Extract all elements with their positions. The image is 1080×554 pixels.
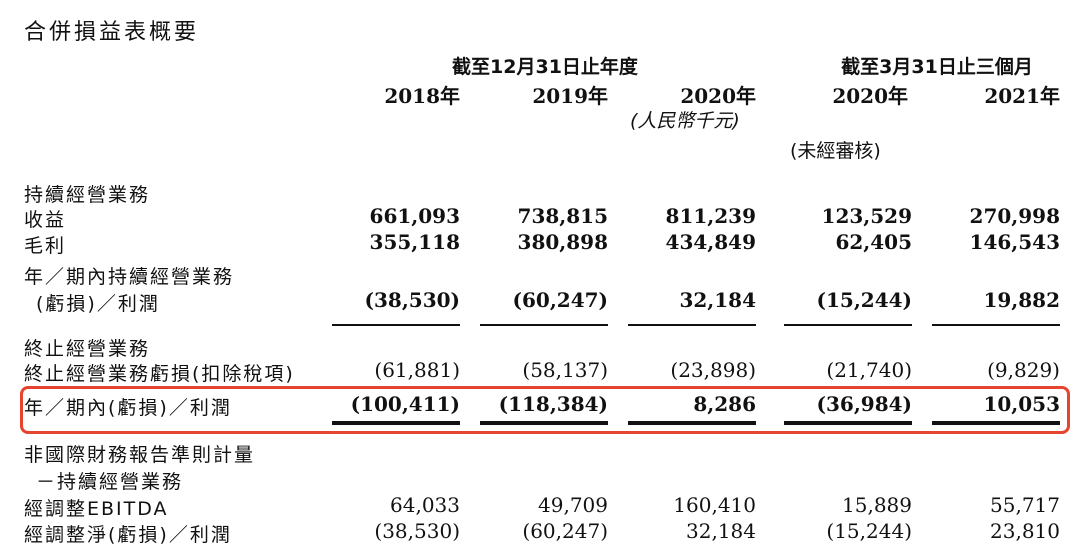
table-cell: (60,247) bbox=[512, 288, 608, 312]
table-cell: 15,889 bbox=[842, 493, 912, 517]
page-title: 合併損益表概要 bbox=[24, 20, 200, 45]
row-label: 年／期內持續經營業務 bbox=[24, 266, 235, 288]
subtotal-rule bbox=[628, 324, 756, 326]
table-cell: 32,184 bbox=[686, 519, 756, 543]
row-label: 終止經營業務 bbox=[24, 338, 151, 360]
table-cell: 146,543 bbox=[969, 230, 1060, 254]
row-label: (虧損)／利潤 bbox=[36, 293, 160, 315]
header-group-annual: 截至12月31日止年度 bbox=[452, 56, 638, 78]
table-cell: 62,405 bbox=[835, 230, 912, 254]
table-cell: 8,286 bbox=[693, 392, 756, 416]
row-label: 非國際財務報告準則計量 bbox=[24, 444, 256, 466]
table-cell: (15,244) bbox=[816, 288, 912, 312]
table-cell: 355,118 bbox=[369, 230, 460, 254]
table-cell: (118,384) bbox=[498, 392, 608, 416]
total-double-rule bbox=[784, 421, 912, 425]
header-year-2018: 2018年 bbox=[384, 84, 460, 108]
table-cell: (38,530) bbox=[374, 519, 460, 543]
table-cell: 160,410 bbox=[673, 493, 756, 517]
subtotal-rule bbox=[784, 324, 912, 326]
subtotal-rule bbox=[480, 324, 608, 326]
table-cell: (9,829) bbox=[987, 358, 1060, 382]
total-double-rule bbox=[932, 421, 1060, 425]
header-year-2020-q1: 2020年 bbox=[832, 84, 908, 108]
table-cell: 811,239 bbox=[665, 204, 756, 228]
total-double-rule bbox=[628, 421, 756, 425]
table-cell: (23,898) bbox=[670, 358, 756, 382]
table-cell: (60,247) bbox=[522, 519, 608, 543]
total-double-rule bbox=[332, 421, 460, 425]
table-cell: 23,810 bbox=[990, 519, 1060, 543]
highlight-box bbox=[20, 386, 1070, 434]
table-cell: 380,898 bbox=[517, 230, 608, 254]
currency-unit: (人民幣千元) bbox=[630, 110, 740, 132]
table-cell: (58,137) bbox=[522, 358, 608, 382]
table-cell: 55,717 bbox=[990, 493, 1060, 517]
row-label: 毛利 bbox=[24, 235, 67, 257]
header-group-quarterly: 截至3月31日止三個月 bbox=[841, 56, 1033, 78]
row-label: 收益 bbox=[24, 209, 67, 231]
table-cell: 64,033 bbox=[390, 493, 460, 517]
unaudited-note: (未經審核) bbox=[790, 140, 881, 162]
row-label: 年／期內(虧損)／利潤 bbox=[24, 397, 232, 419]
table-cell: (100,411) bbox=[350, 392, 460, 416]
row-label: 經調整淨(虧損)／利潤 bbox=[24, 524, 232, 546]
table-cell: 738,815 bbox=[517, 204, 608, 228]
header-year-2020: 2020年 bbox=[680, 84, 756, 108]
row-label: －持續經營業務 bbox=[36, 471, 184, 493]
table-cell: 661,093 bbox=[369, 204, 460, 228]
table-cell: (38,530) bbox=[364, 288, 460, 312]
row-label: 持續經營業務 bbox=[24, 184, 151, 206]
subtotal-rule bbox=[332, 324, 460, 326]
table-cell: 19,882 bbox=[983, 288, 1060, 312]
table-cell: 10,053 bbox=[983, 392, 1060, 416]
table-cell: (61,881) bbox=[374, 358, 460, 382]
header-year-2019: 2019年 bbox=[532, 84, 608, 108]
table-cell: 123,529 bbox=[821, 204, 912, 228]
table-cell: 434,849 bbox=[665, 230, 756, 254]
header-year-2021-q1: 2021年 bbox=[984, 84, 1060, 108]
table-cell: 270,998 bbox=[969, 204, 1060, 228]
row-label: 終止經營業務虧損(扣除稅項) bbox=[24, 363, 295, 385]
table-cell: (36,984) bbox=[816, 392, 912, 416]
row-label: 經調整EBITDA bbox=[24, 498, 169, 520]
subtotal-rule bbox=[932, 324, 1060, 326]
table-cell: (21,740) bbox=[826, 358, 912, 382]
total-double-rule bbox=[480, 421, 608, 425]
table-cell: (15,244) bbox=[826, 519, 912, 543]
table-cell: 49,709 bbox=[538, 493, 608, 517]
table-cell: 32,184 bbox=[679, 288, 756, 312]
